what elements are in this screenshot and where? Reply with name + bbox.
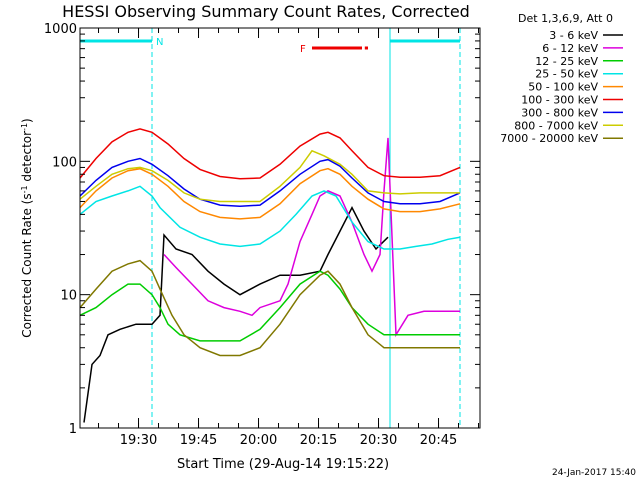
- x-axis-label: Start Time (29-Aug-14 19:15:22): [177, 457, 389, 472]
- series-line: [79, 167, 461, 220]
- x-tick-label: 20:30: [360, 433, 397, 448]
- legend-entry-label: 100 - 300 keV: [521, 94, 598, 107]
- series-line: [79, 185, 461, 250]
- legend-entry-label: 12 - 25 keV: [535, 55, 598, 68]
- legend-entry-label: 300 - 800 keV: [521, 106, 598, 119]
- y-axis-label: Corrected Count Rate (s-1 detector-1): [20, 118, 35, 337]
- footer-date: 24-Jan-2017 15:40: [552, 468, 636, 478]
- plot-area: N F 1 10 100 1000 19:30 19:45 20:00 20:15 20:30 20:…: [44, 22, 481, 448]
- series-line: [79, 149, 460, 203]
- legend-entry-label: 50 - 100 keV: [528, 81, 598, 94]
- legend-entry-label: 25 - 50 keV: [535, 68, 598, 81]
- chart-title: HESSI Observing Summary Count Rates, Cor…: [62, 2, 470, 21]
- series-line: [163, 137, 460, 338]
- legend-entry-label: 6 - 12 keV: [542, 42, 598, 55]
- plot-frame: [79, 27, 481, 429]
- legend-entry-label: 7000 - 20000 keV: [500, 132, 598, 145]
- night-marker-label: N: [156, 37, 163, 48]
- series-line: [79, 128, 461, 180]
- y-tick-label: 1: [69, 422, 77, 437]
- y-tick-label: 10: [60, 289, 77, 304]
- series-line: [79, 270, 460, 342]
- x-tick-label: 20:15: [300, 433, 337, 448]
- series-line: [79, 157, 461, 208]
- legend-entry-label: 3 - 6 keV: [549, 29, 598, 42]
- x-tick-label: 20:45: [420, 433, 457, 448]
- x-tick-label: 19:45: [180, 433, 217, 448]
- x-tick-label: 19:30: [120, 433, 157, 448]
- y-tick-label: 100: [52, 155, 77, 170]
- series-line: [79, 259, 460, 357]
- series-line: [83, 205, 389, 423]
- y-tick-label: 1000: [44, 22, 77, 37]
- flare-marker-label: F: [300, 44, 306, 55]
- x-tick-label: 20:00: [240, 433, 277, 448]
- legend-header: Det 1,3,6,9, Att 0: [518, 12, 613, 25]
- legend-entry-label: 800 - 7000 keV: [514, 119, 598, 132]
